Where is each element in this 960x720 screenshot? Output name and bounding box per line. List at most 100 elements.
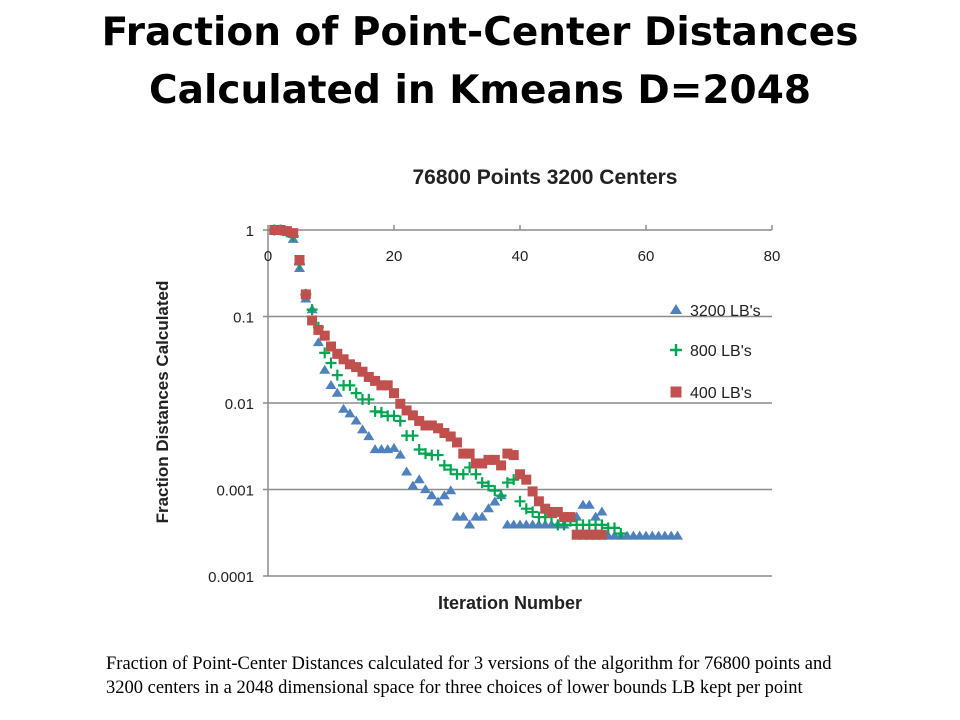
data-point-plus (495, 490, 507, 502)
data-point-square (351, 362, 362, 373)
legend-label: 800 LB's (690, 343, 752, 360)
data-point-square (389, 388, 399, 399)
data-point-square (458, 448, 469, 459)
data-point-triangle (420, 484, 431, 494)
chart-axes (263, 225, 773, 577)
y-tick-label: 1 (246, 223, 254, 240)
data-point-triangle (325, 379, 337, 389)
data-point-triangle (413, 474, 425, 484)
data-point-plus (394, 415, 406, 427)
data-point-square (395, 398, 406, 409)
data-point-square (546, 506, 557, 517)
caption-line-2: 3200 centers in a 2048 dimensional space… (106, 678, 803, 698)
data-point-square (338, 354, 349, 365)
data-point-square (559, 512, 570, 523)
data-point-square (584, 529, 595, 540)
data-point-square (515, 469, 525, 480)
data-point-triangle (312, 337, 324, 347)
data-point-plus (527, 506, 539, 518)
data-point-square (565, 512, 576, 523)
data-point-plus (350, 387, 362, 399)
data-point-square (275, 225, 286, 235)
data-point-square (533, 496, 544, 507)
data-point-plus (432, 449, 444, 461)
data-point-square (294, 254, 305, 265)
data-point-plus (445, 464, 457, 476)
data-point-square (445, 431, 456, 442)
data-point-triangle (445, 485, 457, 495)
data-point-plus (319, 347, 331, 359)
legend-marker-square (670, 386, 682, 398)
data-point-triangle (583, 499, 595, 509)
data-point-plus (306, 304, 318, 316)
chart-tick-labels: 1 0.1 0.01 0.001 0.0001 0 20 40 60 80 (208, 223, 780, 586)
data-point-triangle (590, 511, 602, 521)
data-point-plus (438, 459, 450, 471)
data-point-square (288, 228, 299, 239)
data-point-square (571, 529, 582, 540)
data-point-triangle (438, 490, 450, 500)
data-point-plus (615, 527, 627, 539)
data-point-triangle (483, 503, 494, 513)
data-point-plus (407, 430, 419, 442)
data-point-triangle (489, 496, 501, 506)
data-point-plus (520, 503, 532, 515)
data-point-triangle (432, 496, 444, 506)
x-tick-label: 60 (638, 248, 655, 265)
data-point-square (319, 330, 330, 341)
x-axis-title: Iteration Number (438, 593, 582, 613)
data-point-square (596, 529, 607, 540)
data-point-triangle (357, 424, 368, 434)
data-point-triangle (457, 511, 469, 521)
data-point-square (332, 348, 343, 359)
legend-label: 3200 LB's (690, 303, 761, 320)
data-point-plus (363, 393, 375, 405)
data-point-triangle (464, 519, 476, 529)
data-point-triangle (596, 506, 608, 516)
data-point-square (552, 506, 563, 517)
chart-marks (268, 224, 683, 540)
data-point-plus (331, 369, 343, 381)
series-3 (269, 225, 607, 540)
data-point-square (502, 448, 513, 459)
data-point-triangle (344, 408, 356, 418)
data-point-plus (413, 444, 425, 456)
data-point-square (521, 474, 532, 485)
data-point-square (578, 529, 588, 540)
data-point-square (452, 437, 462, 448)
data-point-square (420, 420, 431, 431)
data-point-plus (501, 477, 513, 489)
data-point-plus (325, 357, 337, 369)
data-point-square (300, 289, 311, 300)
y-tick-label: 0.0001 (208, 569, 254, 586)
x-tick-label: 20 (386, 248, 403, 265)
data-point-plus (470, 468, 482, 480)
series-1 (268, 224, 683, 540)
data-point-square (357, 366, 368, 377)
data-point-triangle (407, 480, 419, 490)
data-point-square (382, 380, 393, 391)
data-point-plus (508, 474, 520, 486)
chart-legend: 3200 LB's 800 LB's 400 LB's (669, 303, 761, 402)
data-point-square (401, 405, 412, 416)
x-tick-label: 0 (264, 248, 272, 265)
slide-title-line-1: Fraction of Point-Center Distances (101, 10, 859, 55)
legend-marker-plus (669, 343, 683, 357)
caption-line-1: Fraction of Point-Center Distances calcu… (106, 654, 832, 674)
data-point-plus (483, 480, 494, 492)
data-point-square (433, 423, 444, 434)
data-point-plus (476, 477, 488, 489)
y-tick-label: 0.001 (216, 483, 254, 500)
data-point-square (414, 415, 425, 426)
data-point-square (426, 420, 437, 431)
data-point-square (464, 448, 475, 459)
data-point-square (376, 380, 387, 391)
data-point-square (590, 529, 601, 540)
data-point-square (344, 359, 355, 370)
data-point-triangle (426, 490, 438, 500)
data-point-square (489, 454, 500, 465)
data-point-triangle (338, 403, 350, 413)
data-point-square (363, 371, 374, 382)
x-tick-label: 80 (764, 248, 781, 265)
data-point-square (370, 375, 381, 386)
